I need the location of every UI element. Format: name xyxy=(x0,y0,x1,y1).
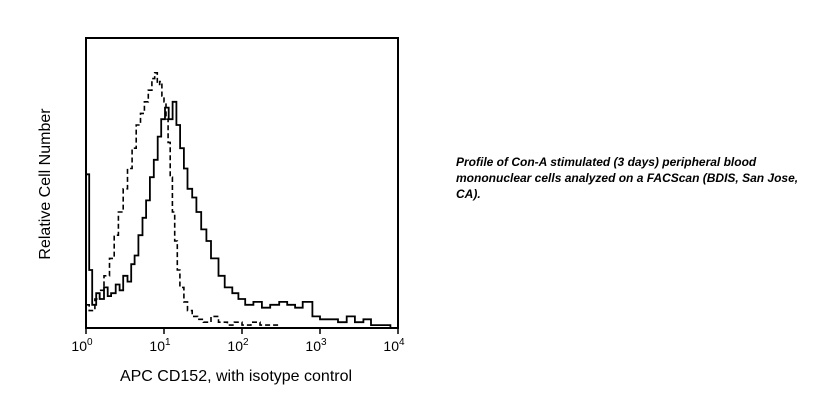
x-tick-label-exponent: 1 xyxy=(165,337,171,348)
x-tick-label-base: 10 xyxy=(227,338,243,354)
plot-frame xyxy=(85,37,399,329)
x-tick-label-base: 10 xyxy=(305,338,321,354)
x-axis-label: APC CD152, with isotype control xyxy=(120,368,352,385)
x-tick-label-base: 10 xyxy=(383,338,399,354)
x-tick-label-exponent: 3 xyxy=(321,337,327,348)
x-tick-label-base: 10 xyxy=(71,338,87,354)
isotype-control-histogram-line xyxy=(86,72,289,329)
x-tick-label: 102 xyxy=(227,337,249,354)
histogram-series-layer xyxy=(86,72,398,329)
figure-caption: Profile of Con-A stimulated (3 days) per… xyxy=(456,155,799,201)
x-axis-ticks: 100 101 102 103 104 xyxy=(71,328,405,354)
x-tick-label: 104 xyxy=(383,337,405,354)
x-tick-label-exponent: 4 xyxy=(399,337,405,348)
x-tick-label-base: 10 xyxy=(149,338,165,354)
x-tick-label: 103 xyxy=(305,337,327,354)
cd152-histogram-line xyxy=(86,100,398,329)
y-axis-label: Relative Cell Number xyxy=(37,108,54,260)
x-tick-label-exponent: 2 xyxy=(243,337,249,348)
x-tick-label-exponent: 0 xyxy=(87,337,93,348)
x-tick-label: 101 xyxy=(149,337,171,354)
x-tick-label: 100 xyxy=(71,337,93,354)
